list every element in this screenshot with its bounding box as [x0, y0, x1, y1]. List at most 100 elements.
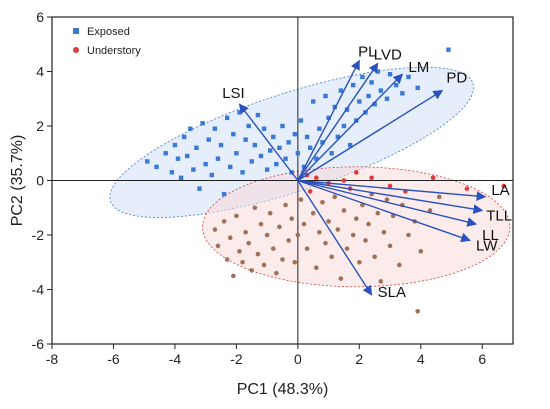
y-tick-label: 6	[36, 9, 44, 25]
point-exposed-31	[255, 112, 261, 118]
arrow-label-tll: TLL	[486, 207, 512, 224]
point-understory-70	[353, 170, 359, 175]
point-understory-18	[270, 246, 276, 251]
point-understory-35	[323, 240, 328, 246]
point-understory-15	[261, 262, 267, 268]
x-axis-ticks: -8 -6 -4 -2 0 2 4 6	[46, 344, 486, 367]
point-understory-46	[357, 259, 362, 265]
point-understory-65	[415, 309, 421, 314]
point-exposed-16	[209, 172, 215, 178]
point-exposed-38	[277, 145, 282, 150]
point-exposed-74	[394, 82, 399, 88]
point-exposed-77	[415, 85, 420, 91]
point-exposed-34	[264, 167, 270, 172]
point-understory-20	[277, 224, 282, 230]
point-exposed-44	[295, 151, 301, 156]
point-understory-74	[430, 175, 436, 181]
point-exposed-72	[384, 96, 390, 101]
point-understory-37	[329, 254, 334, 260]
point-understory-4	[227, 235, 233, 241]
point-exposed-62	[350, 82, 356, 88]
point-understory-33	[317, 229, 322, 235]
arrow-lvd	[297, 62, 379, 181]
point-understory-0	[212, 227, 218, 232]
point-exposed-60	[344, 107, 350, 112]
arrow-ll	[297, 179, 478, 227]
point-exposed-54	[326, 115, 331, 121]
point-understory-6	[234, 213, 239, 219]
arrow-label-lm: LM	[408, 59, 429, 76]
point-understory-55	[384, 197, 390, 202]
y-tick-label: -4	[32, 282, 45, 298]
point-exposed-23	[231, 131, 236, 137]
point-exposed-78	[446, 47, 451, 52]
point-understory-45	[353, 216, 359, 221]
point-exposed-49	[311, 99, 316, 104]
point-understory-71	[369, 175, 374, 181]
point-exposed-5	[175, 156, 181, 161]
arrow-la	[297, 179, 487, 201]
point-exposed-2	[163, 151, 168, 156]
y-axis-ticks: -6 -4 -2 0 2 4 6	[32, 9, 52, 352]
arrow-label-pl: PL	[358, 44, 376, 61]
point-exposed-18	[215, 156, 221, 161]
point-understory-11	[249, 268, 255, 273]
y-tick-label: 4	[36, 64, 44, 80]
x-tick-label: 4	[417, 351, 425, 367]
arrow-label-lvd: LVD	[374, 46, 402, 63]
point-understory-39	[335, 227, 341, 232]
point-exposed-33	[261, 126, 267, 131]
point-exposed-0	[145, 159, 150, 164]
point-exposed-36	[271, 134, 276, 140]
x-tick-label: -2	[230, 351, 243, 367]
point-exposed-40	[283, 156, 288, 161]
point-exposed-20	[221, 191, 227, 197]
legend: Exposed Understory	[73, 26, 141, 57]
point-understory-34	[320, 200, 325, 205]
point-understory-1	[215, 243, 221, 249]
point-understory-12	[252, 205, 258, 211]
data-points	[145, 47, 507, 314]
point-understory-14	[258, 221, 264, 227]
point-exposed-50	[314, 156, 319, 161]
point-exposed-56	[332, 104, 337, 110]
point-exposed-61	[347, 142, 353, 148]
point-exposed-24	[234, 151, 239, 156]
point-exposed-48	[307, 145, 313, 150]
point-exposed-53	[323, 93, 328, 99]
arrow-lsi	[238, 103, 299, 181]
point-understory-62	[418, 249, 424, 254]
point-exposed-28	[246, 123, 251, 129]
arrow-label-ll: LL	[482, 227, 499, 244]
point-exposed-68	[369, 80, 374, 85]
point-understory-41	[341, 208, 347, 213]
point-understory-28	[301, 221, 307, 227]
point-understory-60	[406, 232, 411, 238]
arrow-tll	[297, 179, 484, 214]
point-exposed-37	[274, 161, 279, 167]
x-tick-label: 2	[355, 351, 363, 367]
point-understory-23	[286, 238, 291, 243]
legend-label-understory: Understory	[87, 45, 141, 57]
point-understory-72	[387, 183, 393, 189]
point-exposed-52	[320, 140, 325, 145]
point-understory-42	[344, 246, 350, 251]
point-understory-3	[224, 257, 230, 262]
point-exposed-73	[387, 72, 393, 77]
point-exposed-13	[200, 121, 205, 126]
point-understory-7	[237, 249, 242, 254]
point-exposed-47	[304, 134, 310, 140]
point-exposed-55	[329, 151, 334, 156]
point-exposed-39	[280, 123, 285, 129]
point-understory-48	[363, 238, 368, 243]
point-exposed-6	[178, 175, 184, 180]
point-exposed-46	[301, 164, 307, 170]
x-tick-label: -6	[107, 351, 120, 367]
point-exposed-11	[194, 145, 199, 150]
point-exposed-35	[268, 148, 273, 153]
legend-label-exposed: Exposed	[87, 26, 130, 38]
point-understory-64	[436, 194, 442, 200]
point-exposed-51	[317, 126, 322, 131]
